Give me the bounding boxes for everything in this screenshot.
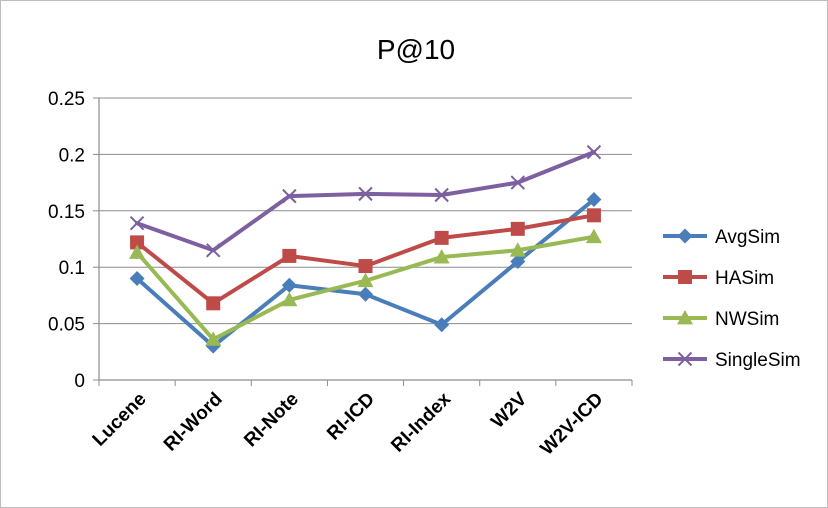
- legend-item-hasim: HASim: [663, 268, 774, 289]
- data-point-singlesim: [282, 188, 297, 204]
- data-point-avgsim: [129, 270, 145, 286]
- series-line-singlesim: [135, 150, 596, 253]
- legend-item-avgsim: AvgSim: [663, 227, 780, 248]
- data-point-legend-nwsim: [677, 310, 693, 325]
- data-point-nwsim: [281, 291, 298, 307]
- legend-label: HASim: [715, 268, 774, 289]
- data-point-legend-hasim: [678, 270, 692, 284]
- y-tick-label: 0.25: [48, 89, 85, 110]
- legend-label: SingleSim: [715, 350, 801, 371]
- data-point-singlesim: [206, 243, 221, 258]
- data-point-nwsim: [205, 331, 222, 346]
- chart-title: P@10: [377, 34, 455, 65]
- y-tick-label: 0.05: [48, 315, 85, 336]
- data-point-avgsim: [434, 317, 450, 333]
- axes: [93, 97, 633, 386]
- legend-item-singlesim: SingleSim: [663, 350, 801, 371]
- data-point-avgsim: [586, 192, 602, 208]
- data-point-hasim: [586, 208, 601, 223]
- x-tick-label: RI-Index: [387, 388, 455, 456]
- data-point-legend-avgsim: [677, 228, 693, 244]
- y-tick-label: 0.15: [48, 202, 85, 223]
- legend-label: AvgSim: [715, 227, 780, 248]
- x-tick-label: RI-ICD: [323, 389, 379, 445]
- data-point-avgsim: [358, 286, 373, 302]
- series-lines: [129, 144, 602, 354]
- x-tick-label: W2V-ICD: [537, 389, 608, 460]
- data-point-avgsim: [510, 254, 526, 270]
- data-point-singlesim: [129, 216, 145, 231]
- data-point-singlesim: [358, 186, 373, 202]
- data-point-hasim: [434, 230, 449, 245]
- data-point-nwsim: [585, 228, 602, 244]
- x-tick-label: RI-Word: [160, 389, 227, 456]
- data-point-hasim: [206, 296, 221, 311]
- data-point-singlesim: [510, 175, 525, 190]
- data-point-legend-singlesim: [677, 351, 693, 367]
- series-nwsim: [129, 228, 602, 346]
- data-point-nwsim: [433, 249, 450, 264]
- data-point-avgsim: [281, 277, 297, 293]
- y-tick-label: 0: [74, 371, 85, 392]
- y-axis-tick-labels: 0 0.05 0.1 0.15 0.2 0.25: [48, 89, 85, 392]
- data-point-singlesim: [434, 187, 449, 203]
- legend-item-nwsim: NWSim: [663, 309, 779, 330]
- y-tick-label: 0.2: [59, 145, 85, 166]
- gridlines: [99, 97, 632, 325]
- data-point-hasim: [510, 221, 525, 236]
- legend: AvgSim HASim NWSim SingleSim: [663, 227, 801, 371]
- series-singlesim: [129, 144, 602, 258]
- data-point-hasim: [130, 235, 145, 250]
- data-point-nwsim: [509, 242, 526, 257]
- data-point-singlesim: [586, 144, 602, 160]
- data-point-nwsim: [357, 272, 374, 288]
- x-tick-label: RI-Note: [240, 389, 303, 452]
- y-tick-label: 0.1: [59, 258, 85, 279]
- legend-label: NWSim: [715, 309, 779, 330]
- data-point-nwsim: [129, 244, 146, 259]
- data-point-hasim: [358, 259, 373, 274]
- x-axis-tick-labels: Lucene RI-Word RI-Note RI-ICD RI-Index W2V W2V…: [89, 388, 608, 459]
- x-tick-label: W2V: [487, 388, 531, 432]
- data-point-hasim: [282, 248, 297, 263]
- series-hasim: [130, 208, 601, 311]
- x-tick-label: Lucene: [89, 389, 151, 451]
